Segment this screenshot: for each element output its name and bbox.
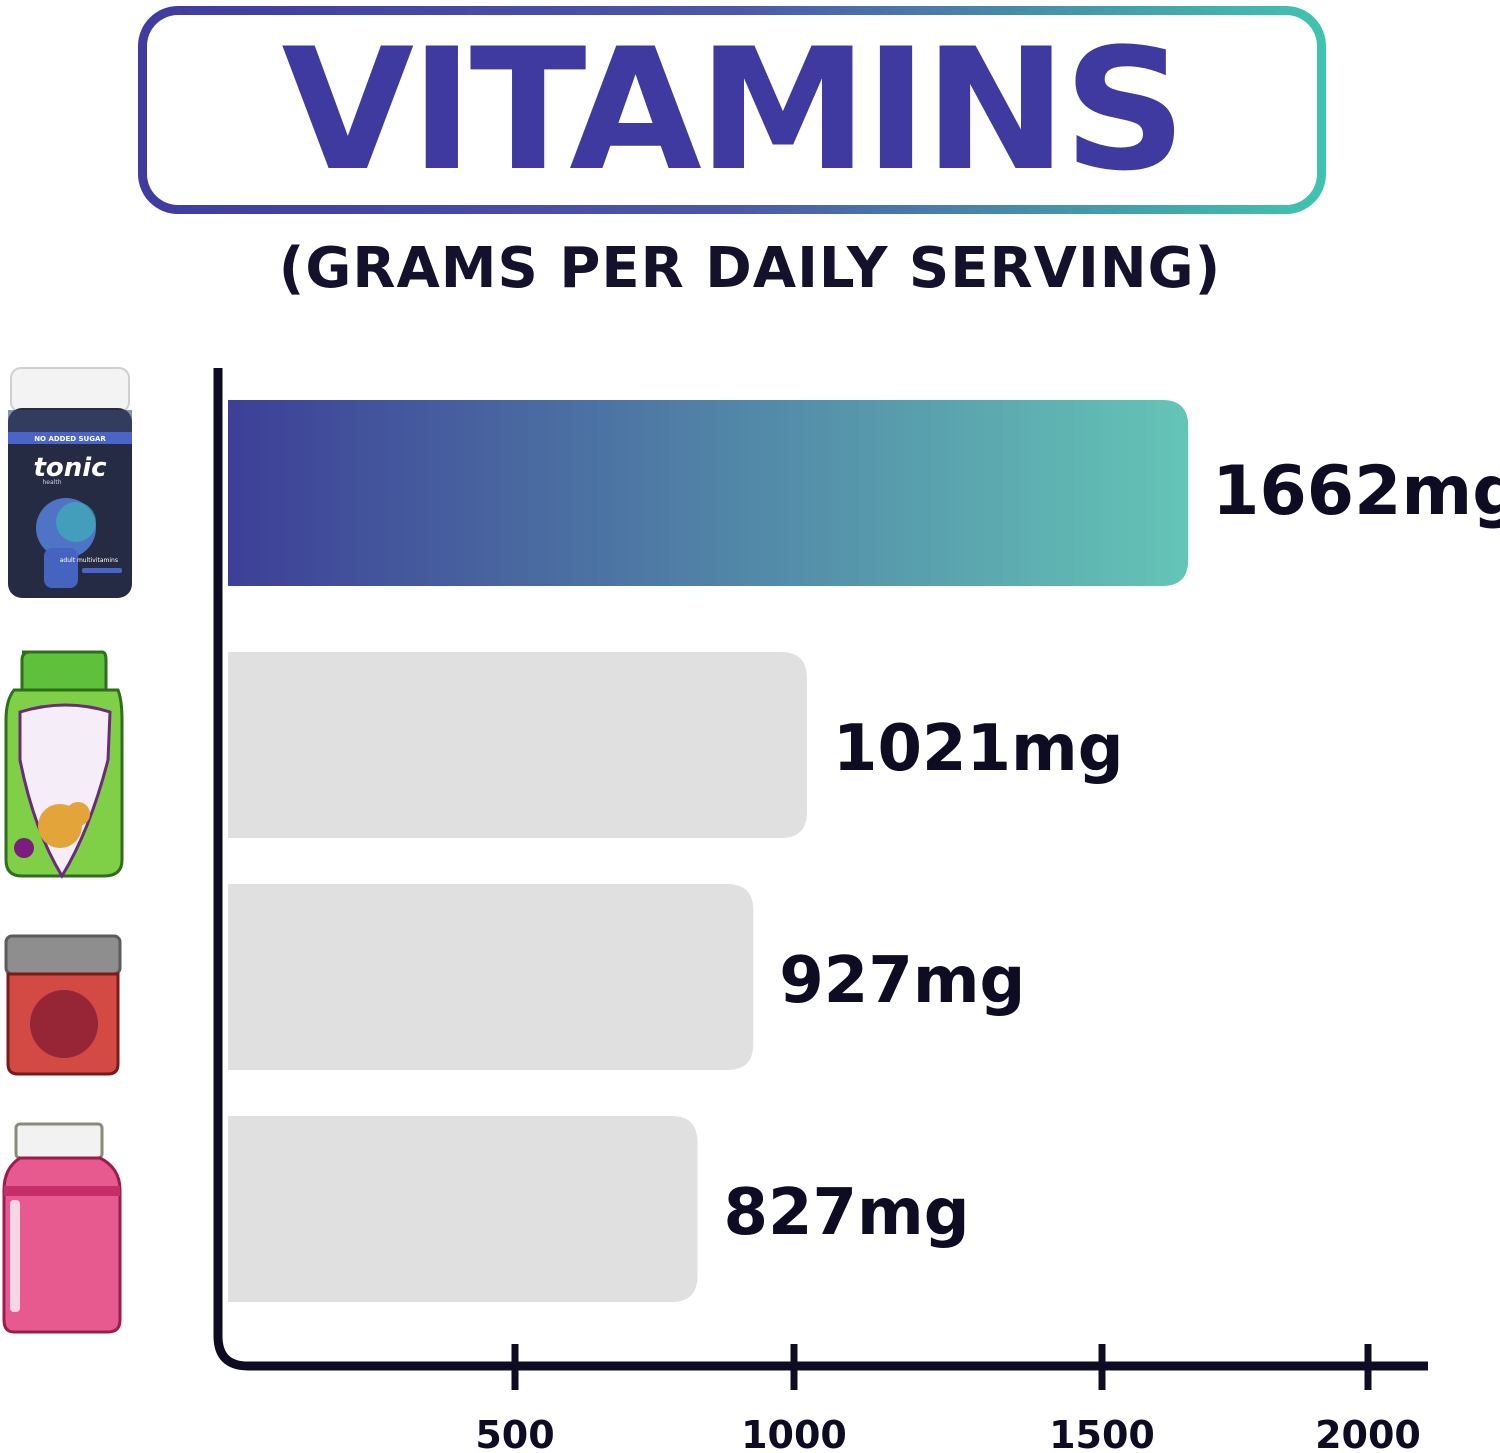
axis-line [213, 368, 1428, 1371]
tonic-brand-text: tonic [33, 453, 107, 483]
tonic-brand-sub-text: health [43, 479, 62, 486]
x-tick-label: 2000 [1315, 1413, 1421, 1453]
tonic-jar-icon: NO ADDED SUGAR tonic health adult multiv… [8, 367, 132, 598]
bar [228, 1116, 698, 1302]
chart-title: VITAMINS [281, 12, 1186, 208]
tonic-badge-text: NO ADDED SUGAR [34, 435, 106, 443]
x-tick-label: 1500 [1049, 1413, 1155, 1453]
bar [228, 884, 754, 1070]
pink-bottle-icon [2, 1122, 122, 1334]
value-label: 1021mg [833, 712, 1124, 786]
value-label: 1662mg [1212, 452, 1500, 531]
x-tick-label: 1000 [741, 1413, 847, 1453]
tonic-product-text: adult multivitamins [60, 557, 118, 564]
bar [228, 652, 807, 838]
red-jar-icon [4, 934, 122, 1076]
value-labels-layer: 1662mg 1021mg 927mg 827mg [723, 452, 1500, 1250]
x-tick-label: 500 [475, 1413, 554, 1453]
value-label: 827mg [723, 1176, 969, 1250]
x-ticks-layer: 500 1000 1500 2000 [475, 1344, 1421, 1453]
chart-subtitle: (GRAMS PER DAILY SERVING) [278, 236, 1222, 301]
green-bottle-icon [4, 650, 124, 879]
value-label: 927mg [779, 944, 1025, 1018]
bars-layer [228, 400, 1189, 1302]
bar-highlight [228, 400, 1189, 586]
title-box: VITAMINS [138, 6, 1326, 214]
